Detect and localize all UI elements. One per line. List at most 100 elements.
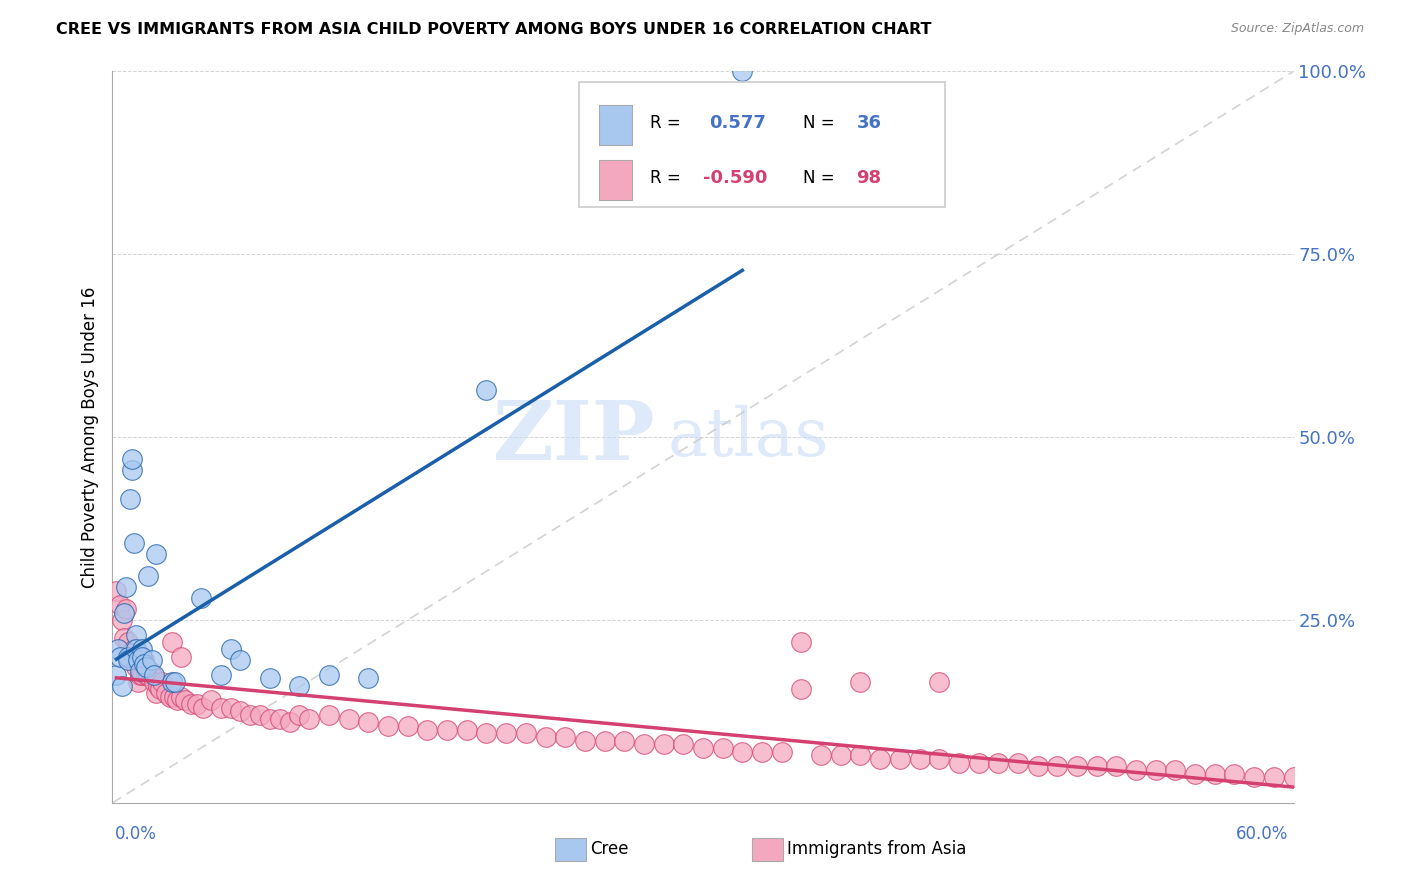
- Point: [259, 672, 281, 686]
- Point: [209, 700, 232, 714]
- Point: [1282, 770, 1305, 784]
- Point: [170, 649, 193, 664]
- Point: [810, 748, 832, 763]
- Point: [593, 733, 616, 747]
- Point: [107, 642, 129, 657]
- Point: [830, 748, 852, 763]
- Point: [1026, 759, 1049, 773]
- Point: [652, 737, 675, 751]
- Text: CREE VS IMMIGRANTS FROM ASIA CHILD POVERTY AMONG BOYS UNDER 16 CORRELATION CHART: CREE VS IMMIGRANTS FROM ASIA CHILD POVER…: [56, 22, 932, 37]
- Point: [191, 700, 214, 714]
- Point: [278, 715, 301, 730]
- Point: [146, 679, 169, 693]
- Text: 36: 36: [856, 114, 882, 132]
- Text: Cree: Cree: [591, 840, 628, 858]
- Text: atlas: atlas: [668, 404, 830, 470]
- Point: [160, 635, 183, 649]
- Point: [190, 591, 212, 605]
- Point: [132, 653, 155, 667]
- Point: [928, 675, 950, 690]
- Point: [122, 642, 145, 657]
- Point: [849, 748, 872, 763]
- Point: [1223, 766, 1246, 780]
- Point: [115, 580, 138, 594]
- Point: [166, 693, 188, 707]
- Point: [180, 697, 202, 711]
- Point: [574, 733, 596, 747]
- Point: [987, 756, 1010, 770]
- Point: [1007, 756, 1029, 770]
- Point: [1204, 766, 1226, 780]
- Point: [141, 653, 163, 667]
- Point: [515, 726, 537, 740]
- Point: [139, 664, 162, 678]
- Point: [219, 700, 242, 714]
- Point: [149, 682, 172, 697]
- Text: N =: N =: [803, 169, 835, 187]
- Point: [131, 642, 153, 657]
- Point: [105, 667, 128, 681]
- Point: [127, 675, 149, 690]
- Point: [200, 693, 222, 707]
- Point: [1184, 766, 1206, 780]
- Point: [731, 64, 754, 78]
- Point: [155, 686, 177, 700]
- Point: [142, 667, 165, 681]
- Point: [1144, 763, 1167, 777]
- Point: [672, 737, 695, 751]
- Point: [298, 712, 321, 726]
- Point: [869, 752, 891, 766]
- Point: [967, 756, 990, 770]
- Point: [115, 602, 138, 616]
- Bar: [599, 160, 633, 200]
- Point: [110, 649, 132, 664]
- Point: [129, 667, 152, 681]
- Point: [1085, 759, 1108, 773]
- Point: [475, 383, 498, 397]
- Point: [475, 726, 498, 740]
- Point: [131, 667, 153, 681]
- Point: [120, 492, 142, 507]
- Point: [1125, 763, 1147, 777]
- Point: [145, 686, 167, 700]
- Point: [249, 708, 271, 723]
- Point: [692, 740, 714, 755]
- Point: [889, 752, 911, 766]
- Point: [125, 660, 148, 674]
- Point: [534, 730, 557, 744]
- Point: [120, 649, 142, 664]
- Point: [112, 606, 135, 620]
- Point: [239, 708, 262, 723]
- Point: [770, 745, 793, 759]
- Text: N =: N =: [803, 114, 835, 132]
- Point: [288, 679, 311, 693]
- Point: [121, 463, 143, 477]
- Text: -0.590: -0.590: [703, 169, 768, 187]
- Point: [122, 536, 145, 550]
- Point: [136, 667, 159, 681]
- Point: [229, 705, 252, 719]
- Point: [135, 660, 157, 674]
- Point: [111, 679, 134, 693]
- Point: [121, 653, 143, 667]
- Point: [105, 583, 128, 598]
- Point: [219, 642, 242, 657]
- Point: [1105, 759, 1128, 773]
- Point: [1243, 770, 1265, 784]
- Text: Immigrants from Asia: Immigrants from Asia: [787, 840, 967, 858]
- Point: [186, 697, 208, 711]
- Point: [117, 649, 139, 664]
- Point: [633, 737, 655, 751]
- Point: [135, 667, 157, 681]
- Point: [357, 715, 380, 730]
- Point: [288, 708, 311, 723]
- Point: [125, 627, 148, 641]
- Point: [174, 693, 197, 707]
- Point: [456, 723, 478, 737]
- Point: [129, 664, 152, 678]
- Point: [131, 649, 153, 664]
- Point: [111, 613, 134, 627]
- Point: [1066, 759, 1088, 773]
- Point: [162, 690, 184, 704]
- Point: [751, 745, 773, 759]
